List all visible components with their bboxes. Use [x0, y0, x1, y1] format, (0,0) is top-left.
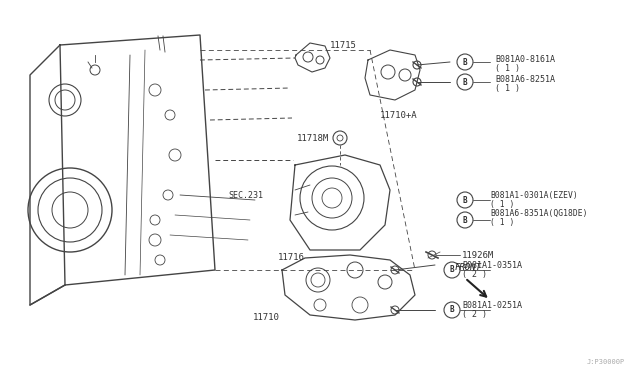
Text: ( 1 ): ( 1 ): [495, 83, 520, 93]
Text: B: B: [450, 305, 454, 314]
Text: 11710+A: 11710+A: [380, 110, 418, 119]
Text: B081A1-0251A: B081A1-0251A: [462, 301, 522, 311]
Text: 11710: 11710: [253, 314, 280, 323]
Text: J:P30000P: J:P30000P: [587, 359, 625, 365]
Text: B: B: [463, 77, 467, 87]
Text: B081A6-8351A(QG18DE): B081A6-8351A(QG18DE): [490, 208, 588, 218]
Text: ( 2 ): ( 2 ): [462, 269, 487, 279]
Text: B081A1-0351A: B081A1-0351A: [462, 260, 522, 269]
Text: ( 1 ): ( 1 ): [495, 64, 520, 73]
Text: FRONT: FRONT: [455, 263, 482, 273]
Text: B081A1-0301A(EZEV): B081A1-0301A(EZEV): [490, 190, 578, 199]
Text: B081A6-8251A: B081A6-8251A: [495, 74, 555, 83]
Text: ( 2 ): ( 2 ): [462, 311, 487, 320]
Text: 11718M: 11718M: [297, 134, 329, 142]
Text: B: B: [463, 58, 467, 67]
Text: B081A0-8161A: B081A0-8161A: [495, 55, 555, 64]
Text: ( 1 ): ( 1 ): [490, 218, 515, 227]
Text: SEC.231: SEC.231: [228, 190, 263, 199]
Text: B: B: [450, 266, 454, 275]
Text: 11715: 11715: [330, 41, 357, 49]
Text: B: B: [463, 196, 467, 205]
Text: 11926M: 11926M: [462, 250, 494, 260]
Text: 11716: 11716: [278, 253, 305, 263]
Text: ( 1 ): ( 1 ): [490, 199, 515, 208]
Text: B: B: [463, 215, 467, 224]
